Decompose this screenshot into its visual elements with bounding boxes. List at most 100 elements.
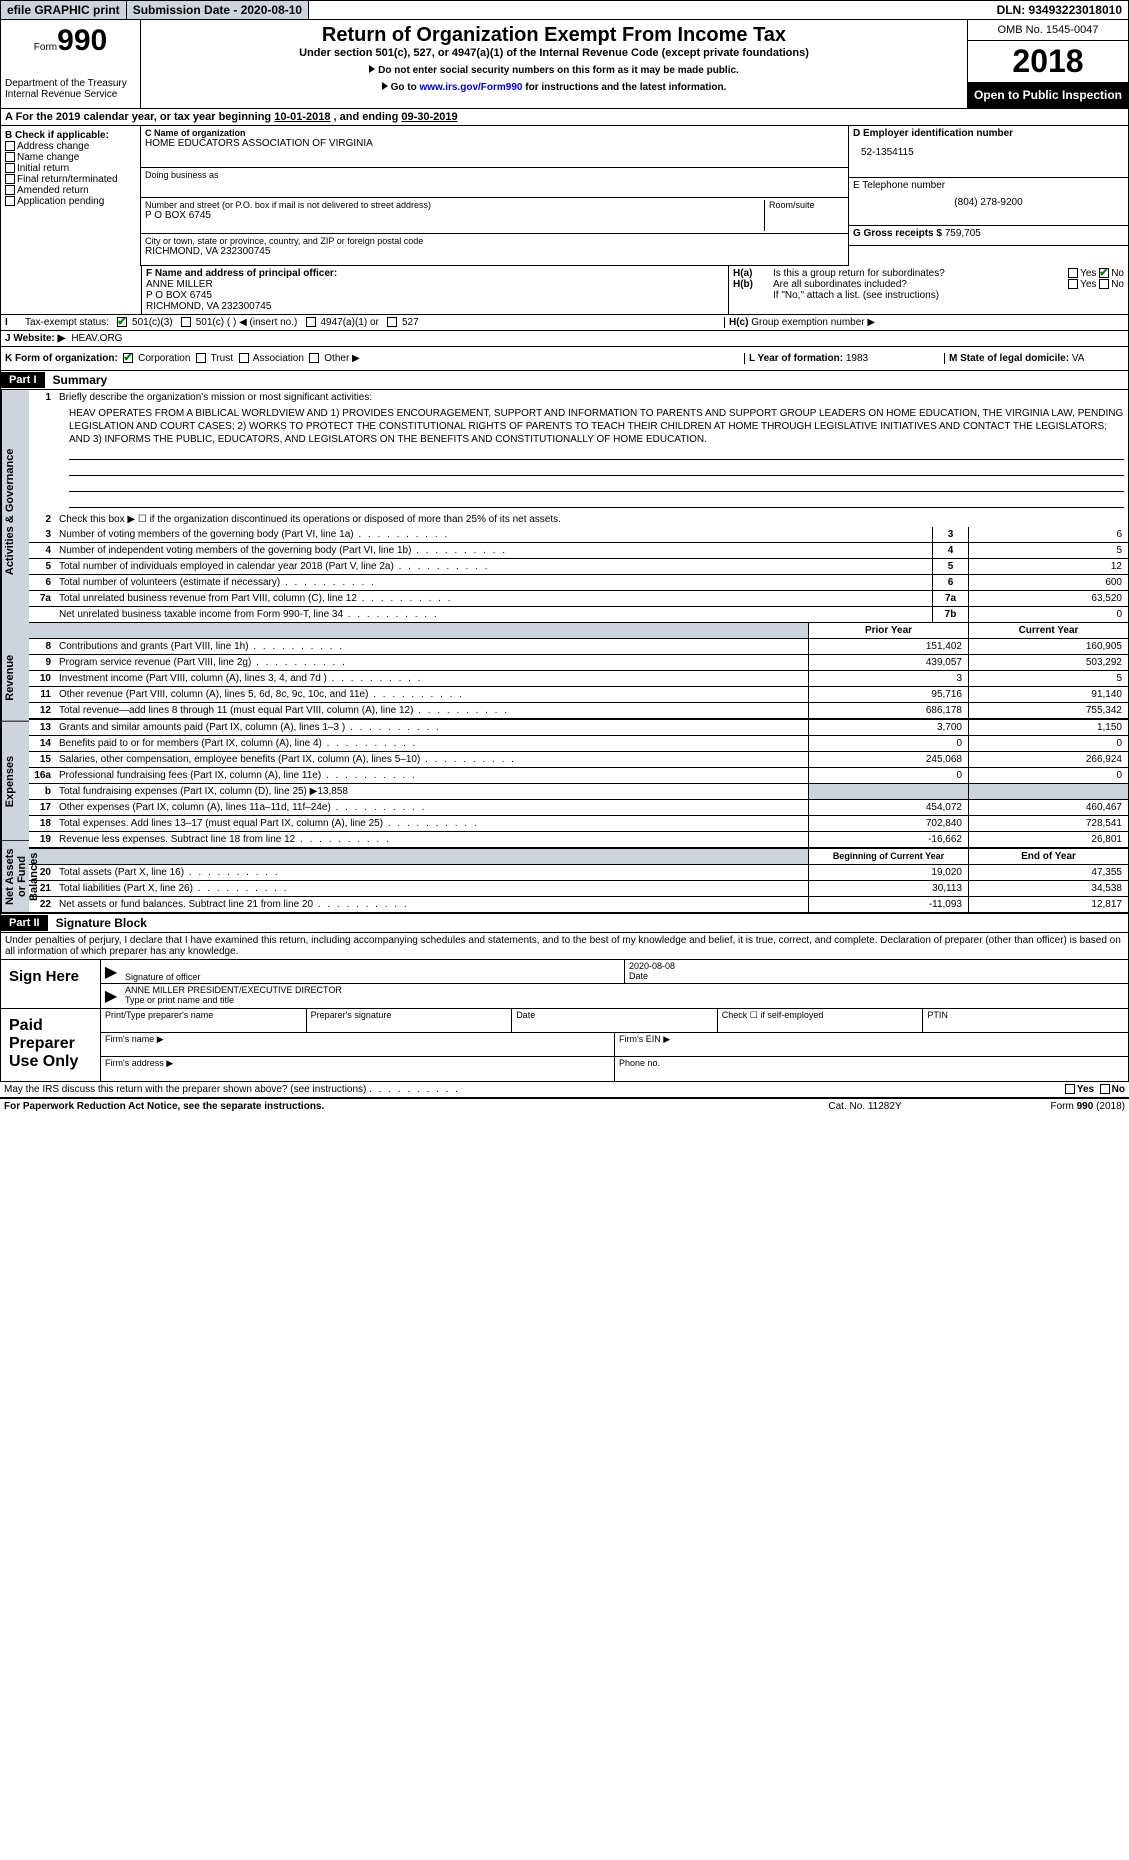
sig-name-label: Type or print name and title bbox=[125, 995, 1124, 1005]
form-title: Return of Organization Exempt From Incom… bbox=[145, 24, 963, 47]
cols-py-cy: Prior Year Current Year bbox=[29, 623, 1128, 639]
checkbox-name-change[interactable] bbox=[5, 152, 15, 162]
line-22: 22 Net assets or fund balances. Subtract… bbox=[29, 897, 1128, 913]
firm-name: Firm's name ▶ bbox=[101, 1033, 615, 1056]
row-j: J Website: ▶ HEAV.ORG bbox=[0, 331, 1129, 347]
note-goto-post: for instructions and the latest informat… bbox=[522, 82, 726, 93]
topbar: efile GRAPHIC print Submission Date - 20… bbox=[0, 0, 1129, 20]
ha-yes[interactable] bbox=[1068, 268, 1078, 278]
open-to-public: Open to Public Inspection bbox=[968, 82, 1128, 108]
pra-notice: For Paperwork Reduction Act Notice, see … bbox=[4, 1101, 324, 1112]
mission-line bbox=[69, 464, 1124, 476]
pp-date: Date bbox=[512, 1009, 718, 1032]
line-15: 15 Salaries, other compensation, employe… bbox=[29, 752, 1128, 768]
line-20: 20 Total assets (Part X, line 16) 19,020… bbox=[29, 865, 1128, 881]
sig-date-label: Date bbox=[629, 971, 1124, 981]
gross-receipts-label: G Gross receipts $ bbox=[853, 228, 942, 239]
row-i: I Tax-exempt status: 501(c)(3) 501(c) ( … bbox=[0, 315, 1129, 331]
discuss-q: May the IRS discuss this return with the… bbox=[4, 1084, 366, 1095]
line-7a: 7a Total unrelated business revenue from… bbox=[29, 591, 1128, 607]
cb-assoc[interactable] bbox=[239, 353, 249, 363]
cb-other[interactable] bbox=[309, 353, 319, 363]
paid-preparer-row: Paid Preparer Use Only Print/Type prepar… bbox=[0, 1009, 1129, 1082]
line-11: 11 Other revenue (Part VIII, column (A),… bbox=[29, 687, 1128, 703]
irs-link[interactable]: www.irs.gov/Form990 bbox=[419, 82, 522, 93]
sig-date: 2020-08-08 bbox=[629, 961, 1124, 971]
line-16a: 16a Professional fundraising fees (Part … bbox=[29, 768, 1128, 784]
paid-prep-label: Paid Preparer Use Only bbox=[1, 1009, 101, 1081]
officer-street: P O BOX 6745 bbox=[146, 290, 724, 301]
line-17: 17 Other expenses (Part IX, column (A), … bbox=[29, 800, 1128, 816]
efile-label[interactable]: efile GRAPHIC print bbox=[1, 1, 127, 19]
line-21: 21 Total liabilities (Part X, line 26) 3… bbox=[29, 881, 1128, 897]
sig-officer-label: Signature of officer bbox=[125, 972, 620, 982]
phone: (804) 278-9200 bbox=[853, 191, 1124, 208]
cb-trust[interactable] bbox=[196, 353, 206, 363]
hb-no[interactable] bbox=[1099, 279, 1109, 289]
fh-row: F Name and address of principal officer:… bbox=[0, 266, 1129, 315]
discuss-row: May the IRS discuss this return with the… bbox=[0, 1082, 1129, 1099]
domicile-label: M State of legal domicile: bbox=[949, 353, 1069, 364]
mission-line bbox=[69, 480, 1124, 492]
officer-city: RICHMOND, VA 232300745 bbox=[146, 301, 724, 312]
tax-year-end: 09-30-2019 bbox=[401, 111, 457, 123]
checkbox-amended[interactable] bbox=[5, 185, 15, 195]
officer-label: F Name and address of principal officer: bbox=[146, 268, 724, 279]
firm-addr: Firm's address ▶ bbox=[101, 1057, 615, 1081]
line-3: 3 Number of voting members of the govern… bbox=[29, 527, 1128, 543]
line1-label: Briefly describe the organization's miss… bbox=[57, 390, 1128, 405]
tax-year-begin: 10-01-2018 bbox=[274, 111, 330, 123]
year-formation-label: L Year of formation: bbox=[749, 353, 843, 364]
checkbox-initial-return[interactable] bbox=[5, 163, 15, 173]
triangle-icon bbox=[369, 65, 375, 73]
line-8: 8 Contributions and grants (Part VIII, l… bbox=[29, 639, 1128, 655]
part1-title: Summary bbox=[45, 371, 116, 389]
line-7b: Net unrelated business taxable income fr… bbox=[29, 607, 1128, 623]
header-grid: B Check if applicable: Address change Na… bbox=[0, 126, 1129, 266]
row-a-tax-year: A For the 2019 calendar year, or tax yea… bbox=[0, 109, 1129, 126]
sign-here-row: Sign Here ▶ Signature of officer 2020-08… bbox=[0, 960, 1129, 1009]
line-4: 4 Number of independent voting members o… bbox=[29, 543, 1128, 559]
line-10: 10 Investment income (Part VIII, column … bbox=[29, 671, 1128, 687]
cb-501c3[interactable] bbox=[117, 317, 127, 327]
line-5: 5 Total number of individuals employed i… bbox=[29, 559, 1128, 575]
arrow-icon: ▶ bbox=[101, 960, 121, 983]
line-13: 13 Grants and similar amounts paid (Part… bbox=[29, 720, 1128, 736]
checkbox-final-return[interactable] bbox=[5, 174, 15, 184]
line-18: 18 Total expenses. Add lines 13–17 (must… bbox=[29, 816, 1128, 832]
hc-label: Group exemption number ▶ bbox=[751, 317, 875, 328]
line-16b: Total fundraising expenses (Part IX, col… bbox=[57, 784, 808, 799]
part1-header: Part I Summary bbox=[0, 371, 1129, 390]
checkbox-address-change[interactable] bbox=[5, 141, 15, 151]
hb-yes[interactable] bbox=[1068, 279, 1078, 289]
row-k: K Form of organization: Corporation Trus… bbox=[0, 347, 1129, 371]
cb-501c[interactable] bbox=[181, 317, 191, 327]
domicile: VA bbox=[1072, 353, 1085, 364]
cb-527[interactable] bbox=[387, 317, 397, 327]
part1-body: Activities & Governance Revenue Expenses… bbox=[0, 390, 1129, 914]
pp-check: Check ☐ if self-employed bbox=[718, 1009, 924, 1032]
discuss-no[interactable] bbox=[1100, 1084, 1110, 1094]
form-header: Form990 Department of the TreasuryIntern… bbox=[0, 20, 1129, 109]
tax-status-label: Tax-exempt status: bbox=[25, 317, 109, 328]
discuss-yes[interactable] bbox=[1065, 1084, 1075, 1094]
cb-corp[interactable] bbox=[123, 353, 133, 363]
checkbox-app-pending[interactable] bbox=[5, 196, 15, 206]
block-b-label: B Check if applicable: bbox=[5, 130, 136, 141]
block-b: B Check if applicable: Address change Na… bbox=[1, 126, 141, 266]
omb-number: OMB No. 1545-0047 bbox=[968, 20, 1128, 41]
org-name-label: C Name of organization bbox=[145, 128, 844, 138]
tax-year: 2018 bbox=[968, 41, 1128, 82]
note-ssn: Do not enter social security numbers on … bbox=[378, 65, 739, 76]
line-12: 12 Total revenue—add lines 8 through 11 … bbox=[29, 703, 1128, 720]
pp-sig: Preparer's signature bbox=[307, 1009, 513, 1032]
cb-4947[interactable] bbox=[306, 317, 316, 327]
form-subtitle: Under section 501(c), 527, or 4947(a)(1)… bbox=[145, 47, 963, 59]
vlabel-na: Net Assets or Fund Balances bbox=[1, 841, 29, 913]
form-of-org-label: K Form of organization: bbox=[5, 353, 118, 364]
firm-ein: Firm's EIN ▶ bbox=[615, 1033, 1128, 1056]
line-14: 14 Benefits paid to or for members (Part… bbox=[29, 736, 1128, 752]
ha-no[interactable] bbox=[1099, 268, 1109, 278]
org-name: HOME EDUCATORS ASSOCIATION OF VIRGINIA bbox=[145, 138, 844, 149]
hb-note: If "No," attach a list. (see instruction… bbox=[733, 290, 1124, 301]
